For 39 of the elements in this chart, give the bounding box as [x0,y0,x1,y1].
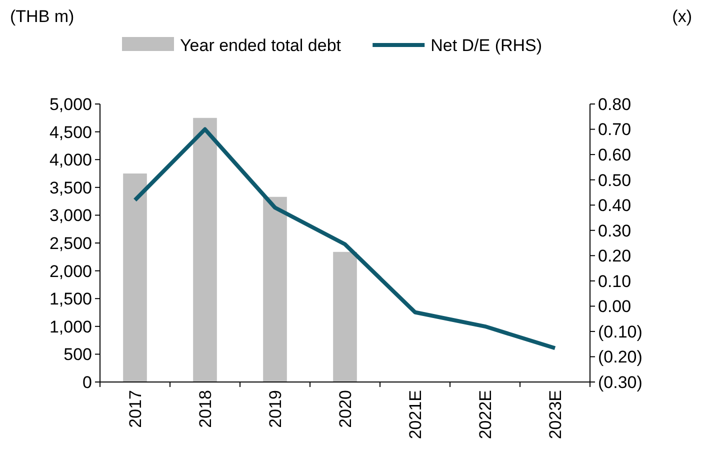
y-tick-label: 3,000 [49,206,92,226]
y2-tick-label: 0.60 [598,145,632,164]
y-tick-label: 4,500 [49,122,92,142]
y-tick-label: 1,500 [49,290,92,309]
x-tick-label: 2020 [336,390,355,428]
y-tick-label: 4,000 [49,150,92,170]
bar [123,174,147,382]
legend-label: Net D/E (RHS) [430,36,542,55]
y2-tick-label: 0.00 [598,297,632,316]
y-tick-label: 500 [64,345,92,364]
x-tick-label: 2021E [406,390,425,440]
bar [333,252,357,382]
legend-label: Year ended total debt [180,36,342,55]
y2-tick-label: (0.20) [598,348,642,367]
y-tick-label: 1,000 [49,317,92,336]
x-tick-label: 2017 [126,390,145,428]
y2-tick-label: (0.10) [598,322,642,342]
y2-tick-label: 0.10 [598,272,632,291]
bar [193,118,217,382]
line-series [133,127,557,350]
y2-tick-label: 0.20 [598,246,632,266]
y2-tick-label: 0.50 [598,170,632,190]
x-tick-label: 2018 [196,390,215,428]
y2-tick-label: 0.80 [598,94,632,114]
x-tick-label: 2019 [266,390,285,428]
y-tick-label: 2,500 [49,234,92,253]
x-tick-label: 2022E [476,390,495,440]
y2-tick-label: 0.40 [598,196,632,216]
y2-tick-label: 0.30 [598,221,632,240]
y-tick-label: 2,000 [49,262,92,281]
x-tick-label: 2023E [546,390,565,440]
y2-tick-label: (0.30) [598,372,642,392]
y2-tick-label: 0.70 [598,120,632,140]
y-tick-label: 0 [82,372,92,392]
y-tick-label: 3,500 [49,178,92,198]
y-tick-label: 5,000 [49,94,92,114]
y-axis-title: (THB m) [10,7,74,26]
bar [263,196,287,382]
y2-axis-title: (x) [672,7,692,26]
